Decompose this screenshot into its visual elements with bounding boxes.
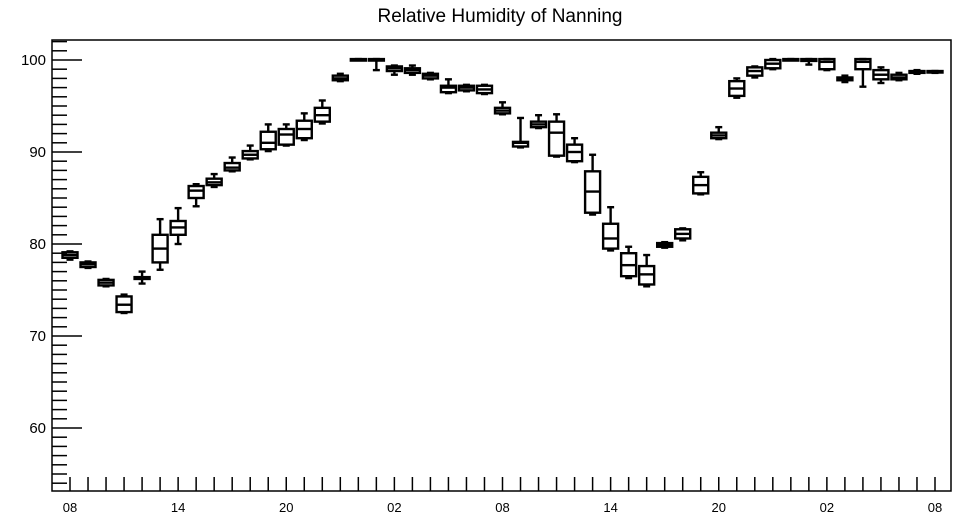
- x-tick-label: 08: [495, 500, 509, 515]
- box-19: [403, 64, 422, 76]
- box-3: [115, 293, 133, 315]
- box-29: [583, 153, 602, 216]
- box-22: [457, 83, 476, 93]
- box-18: [385, 64, 404, 76]
- x-tick-label: 14: [603, 500, 617, 515]
- y-tick-label: 90: [29, 144, 46, 161]
- box-40: [782, 57, 800, 62]
- box-1: [79, 260, 97, 270]
- box-46: [890, 71, 908, 82]
- box-43: [836, 74, 854, 84]
- box-39: [764, 57, 782, 71]
- box-28: [565, 136, 584, 164]
- x-tick-label: 02: [820, 500, 834, 515]
- box-8: [205, 172, 223, 189]
- box-47: [908, 68, 926, 76]
- box-iqr: [439, 84, 458, 94]
- box-iqr: [187, 184, 205, 200]
- box-iqr: [277, 127, 295, 146]
- box-26: [529, 113, 548, 130]
- box-14: [313, 99, 331, 125]
- y-tick-label: 100: [21, 52, 46, 69]
- box-20: [421, 71, 440, 81]
- box-6: [169, 206, 187, 246]
- box-4: [133, 270, 151, 285]
- box-15: [331, 72, 350, 83]
- y-tick-label: 60: [29, 420, 46, 437]
- box-iqr: [547, 120, 566, 157]
- box-17: [367, 57, 386, 72]
- x-tick-label: 08: [928, 500, 942, 515]
- box-33: [655, 240, 674, 249]
- x-tick-label: 20: [279, 500, 293, 515]
- box-iqr: [854, 57, 872, 71]
- x-tick-label: 14: [171, 500, 185, 515]
- box-36: [710, 125, 728, 141]
- box-10: [241, 144, 259, 161]
- box-5: [151, 217, 169, 271]
- box-45: [872, 66, 890, 85]
- box-13: [295, 112, 313, 142]
- box-2: [97, 277, 115, 288]
- box-iqr: [259, 130, 277, 151]
- y-tick-label: 80: [29, 236, 46, 253]
- chart-title: Relative Humidity of Nanning: [377, 6, 622, 27]
- box-30: [601, 205, 620, 252]
- box-iqr: [818, 57, 836, 71]
- box-12: [277, 123, 295, 147]
- box-32: [637, 253, 656, 288]
- box-16: [349, 57, 368, 62]
- x-tick-label: 08: [63, 500, 77, 515]
- box-21: [439, 78, 458, 95]
- box-44: [854, 57, 872, 88]
- box-48: [926, 69, 944, 75]
- box-series: [61, 57, 944, 315]
- plot-frame: [51, 39, 952, 492]
- box-9: [223, 156, 241, 173]
- y-tick-label: 70: [29, 328, 46, 345]
- box-38: [746, 65, 764, 79]
- box-42: [818, 57, 836, 72]
- box-11: [259, 123, 277, 153]
- box-24: [493, 101, 512, 116]
- box-34: [674, 227, 692, 242]
- box-25: [511, 116, 530, 149]
- box-35: [692, 171, 710, 196]
- box-7: [187, 182, 205, 208]
- axes: 60 70 80 90 100 08 14 20 02 08 14 20 02 08: [21, 40, 942, 515]
- x-tick-label: 20: [712, 500, 726, 515]
- box-37: [728, 77, 746, 99]
- box-31: [619, 245, 638, 280]
- box-27: [547, 113, 566, 158]
- box-0: [61, 250, 79, 261]
- box-iqr: [601, 222, 620, 250]
- box-41: [800, 57, 818, 66]
- x-tick-label: 02: [387, 500, 401, 515]
- box-23: [475, 83, 494, 96]
